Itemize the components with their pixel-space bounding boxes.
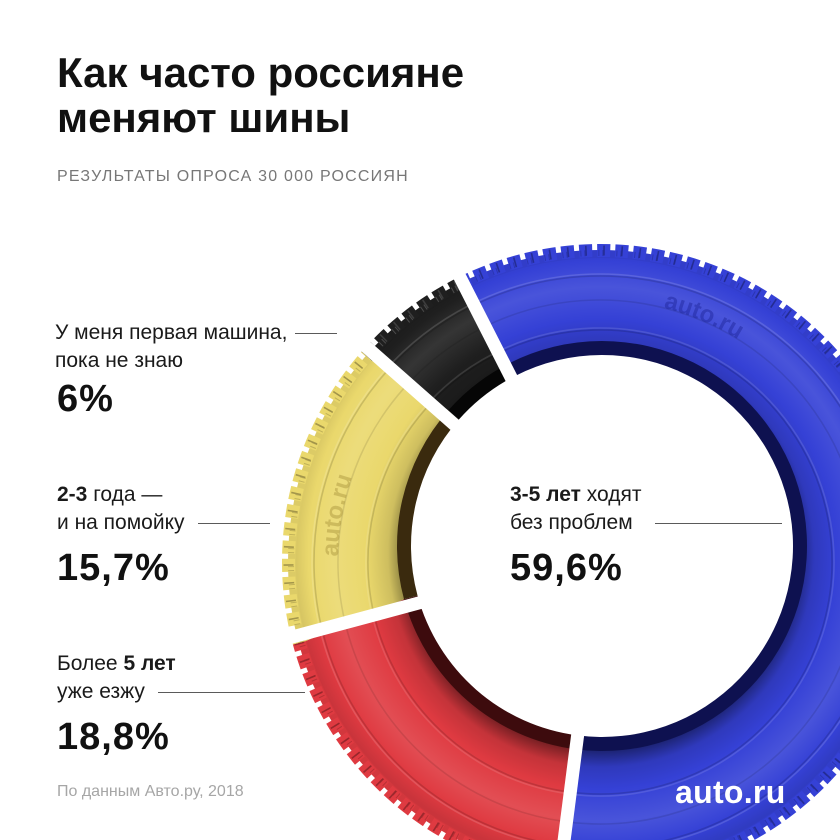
sidewall <box>461 257 840 840</box>
label-first-car-line2: пока не знаю <box>55 349 183 372</box>
value-over-five-years: 18,8% <box>57 716 170 758</box>
page-title: Как часто россияне меняют шины <box>57 50 464 140</box>
label-three-five-bold: 3-5 лет <box>510 483 581 506</box>
leader-line-three-five <box>655 523 782 524</box>
subtitle: РЕЗУЛЬТАТЫ ОПРОСА 30 000 РОССИЯН <box>57 168 409 185</box>
label-over-five-line1: Более 5 лет <box>57 650 176 678</box>
label-two-three-rest: года — <box>87 483 163 506</box>
sidewall <box>295 360 449 642</box>
segment-gap <box>266 589 449 650</box>
label-first-car-line1: У меня первая машина, <box>55 321 288 344</box>
value-first-car: 6% <box>57 378 114 420</box>
label-two-three-line1: 2-3 года — <box>57 481 185 509</box>
leader-line-first-car <box>295 333 337 334</box>
tire-segment-yellow <box>282 351 459 645</box>
tire-segment-red <box>292 595 578 840</box>
segment-gap <box>438 243 535 415</box>
leader-line-two-three <box>198 523 270 524</box>
label-over-five-pre: Более <box>57 652 124 675</box>
auto-ru-logo: auto.ru <box>675 774 786 810</box>
source-note: По данным Авто.ру, 2018 <box>57 783 244 800</box>
tire-segment-blue <box>455 244 840 840</box>
value-three-five-years: 59,6% <box>510 547 623 589</box>
label-first-car: У меня первая машина, пока не знаю <box>55 319 287 375</box>
tire-segments <box>282 244 840 840</box>
segment-gap <box>337 320 486 454</box>
leader-line-over-five <box>158 692 305 693</box>
label-three-five-years: 3-5 лет ходят без проблем <box>510 481 642 537</box>
label-over-five-line2: уже езжу <box>57 680 145 703</box>
value-two-three-years: 15,7% <box>57 547 170 589</box>
label-over-five-bold: 5 лет <box>123 652 176 675</box>
inner-rim <box>447 362 516 420</box>
label-two-three-bold: 2-3 <box>57 483 88 506</box>
label-two-three-line2: и на помойку <box>57 511 185 534</box>
inner-rim <box>403 595 578 751</box>
label-three-five-line2: без проблем <box>510 511 633 534</box>
sidewall <box>305 599 576 840</box>
label-two-three-years: 2-3 года — и на помойку <box>57 481 185 537</box>
title-line-2: меняют шины <box>57 94 351 141</box>
label-three-five-rest: ходят <box>580 483 642 506</box>
segment-gaps <box>266 243 587 840</box>
inner-rim <box>396 409 459 600</box>
label-three-five-line1: 3-5 лет ходят <box>510 481 642 509</box>
title-line-1: Как часто россияне <box>57 49 465 96</box>
label-over-five-years: Более 5 лет уже езжу <box>57 650 176 706</box>
segment-gap <box>557 711 587 840</box>
